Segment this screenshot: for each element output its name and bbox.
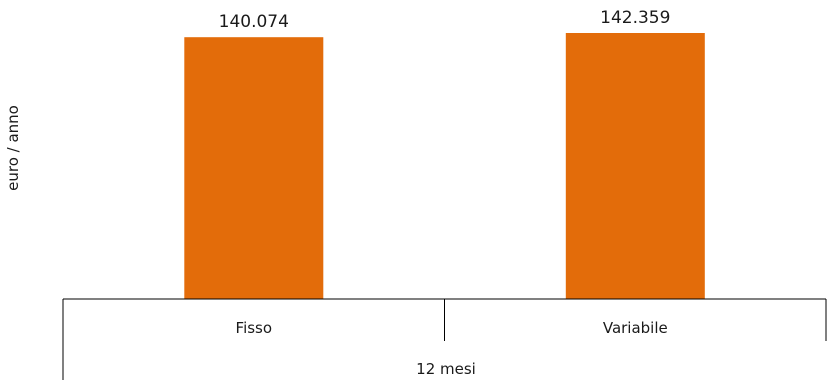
bar-variabile bbox=[565, 33, 705, 299]
data-label-fisso: 140.074 bbox=[219, 12, 289, 32]
bars-layer: 140.074 142.359 bbox=[184, 8, 705, 299]
y-axis-label: euro / anno bbox=[4, 105, 22, 191]
axis-layer: Fisso Variabile bbox=[62, 298, 827, 380]
category-label-fisso: Fisso bbox=[236, 319, 273, 337]
bar-fisso bbox=[184, 37, 324, 299]
category-label-variabile: Variabile bbox=[603, 319, 668, 337]
category-group-label: 12 mesi bbox=[416, 360, 476, 378]
data-label-variabile: 142.359 bbox=[600, 8, 670, 28]
